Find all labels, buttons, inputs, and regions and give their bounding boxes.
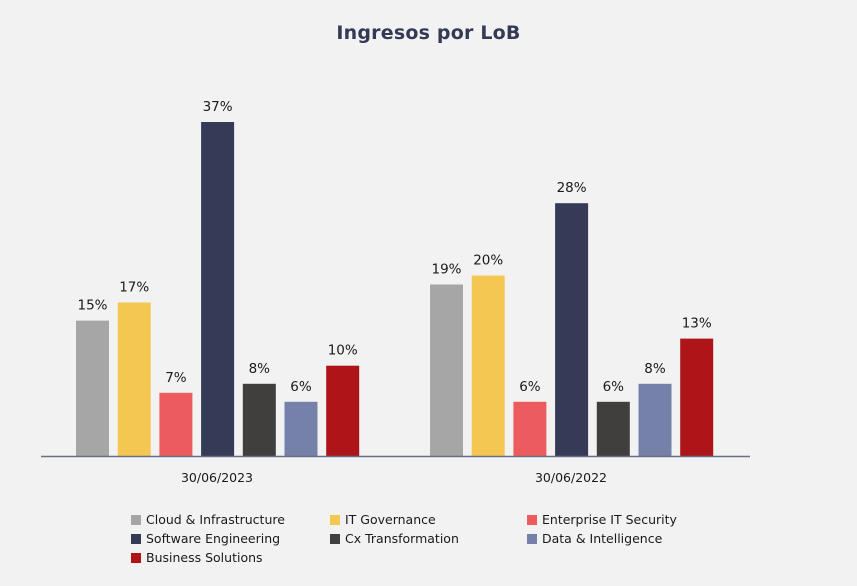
bar-enterprise-it-security-30-06-2023 [159,392,193,456]
category-label: 30/06/2022 [535,470,607,485]
category-label: 30/06/2023 [181,470,253,485]
legend-label: Cloud & Infrastructure [146,512,285,527]
data-label: 8% [249,361,271,377]
bars-group [76,122,714,456]
data-label: 15% [77,298,107,314]
chart-title: Ingresos por LoB [336,22,521,44]
bar-enterprise-it-security-30-06-2022 [513,401,547,456]
legend-swatch-icon [527,533,537,544]
bar-software-engineering-30-06-2023 [201,122,235,456]
bar-it-governance-30-06-2022 [471,275,505,456]
legend-label: Enterprise IT Security [542,512,677,527]
bar-business-solutions-30-06-2023 [326,365,360,456]
bar-software-engineering-30-06-2022 [555,203,589,456]
data-label: 6% [519,379,541,395]
data-label: 7% [165,370,187,386]
bar-it-governance-30-06-2023 [117,302,151,456]
legend-label: Business Solutions [146,550,263,565]
data-label: 8% [644,361,666,377]
bar-cloud-infrastructure-30-06-2022 [430,284,463,456]
data-label: 10% [328,343,358,359]
legend-swatch-icon [330,533,340,544]
legend-item: Cloud & Infrastructure [131,512,285,527]
legend-swatch-icon [131,552,141,563]
data-label: 19% [431,262,461,278]
legend-swatch-icon [131,533,141,544]
legend-swatch-icon [527,514,537,525]
bar-data-intelligence-30-06-2023 [284,401,318,456]
legend-label: IT Governance [345,512,436,527]
bar-cx-transformation-30-06-2023 [242,383,276,456]
legend-label: Cx Transformation [345,531,459,546]
bar-cx-transformation-30-06-2022 [596,401,630,456]
data-labels-group: 15% 17% 7% 37% 8% 6% 10% 19% 20% 6% 28% 6% 8% 13% [77,99,711,395]
legend-label: Software Engineering [146,531,281,546]
data-label: 17% [119,280,149,296]
category-labels-group: 30/06/2023 30/06/2022 [181,470,607,485]
legend-swatch-icon [330,514,340,525]
data-label: 13% [682,316,712,332]
legend-item: IT Governance [330,512,436,527]
bar-business-solutions-30-06-2022 [680,338,714,456]
legend-swatch-icon [131,514,141,525]
legend-item: Data & Intelligence [527,531,662,546]
bar-data-intelligence-30-06-2022 [638,383,672,456]
legend-item: Business Solutions [131,550,263,565]
data-label: 20% [473,253,503,269]
bar-chart: 15% 17% 7% 37% 8% 6% 10% 19% 20% 6% 28% 6% 8% 13% 30/… [41,99,750,485]
data-label: 28% [557,180,587,196]
data-label: 6% [603,379,625,395]
legend-item: Enterprise IT Security [527,512,677,527]
legend-label: Data & Intelligence [542,531,663,546]
legend-item: Cx Transformation [330,531,459,546]
bar-cloud-infrastructure-30-06-2023 [76,320,109,456]
data-label: 6% [290,379,312,395]
legend-item: Software Engineering [131,531,280,546]
data-label: 37% [203,99,233,115]
